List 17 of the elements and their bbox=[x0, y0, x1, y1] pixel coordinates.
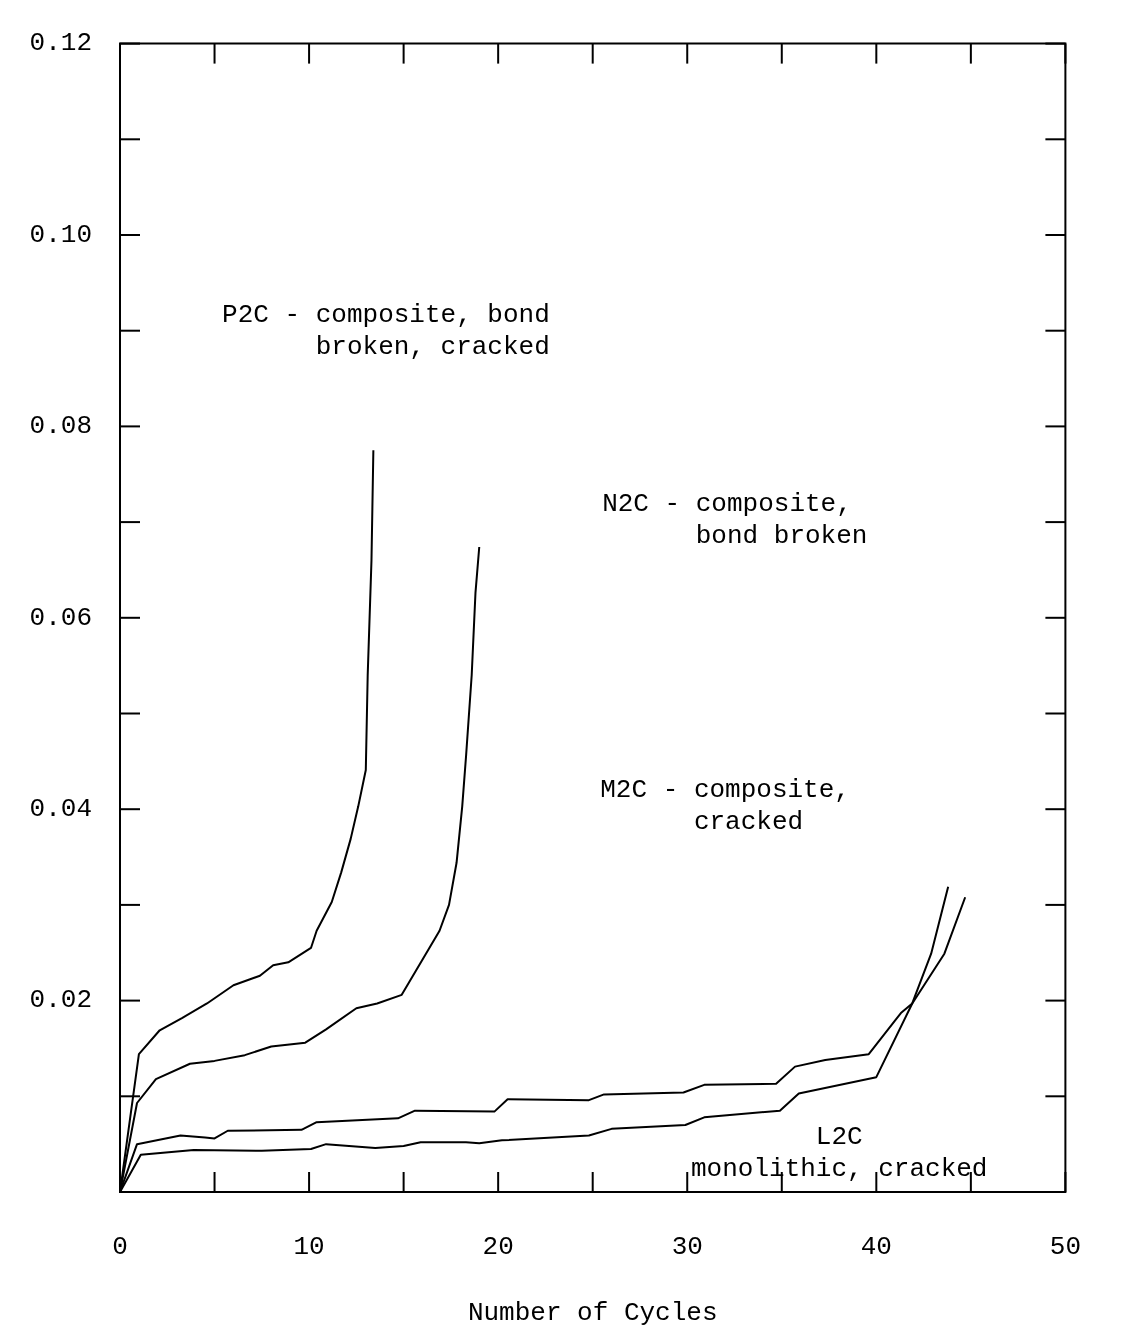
x-tick-label: 40 bbox=[860, 1232, 892, 1263]
annotation: L2C monolithic, cracked bbox=[691, 1121, 988, 1184]
x-axis-title: Number of Cycles bbox=[467, 1298, 718, 1329]
annotation: P2C - composite, bond broken, cracked bbox=[222, 300, 550, 363]
x-tick-label: 0 bbox=[112, 1232, 128, 1263]
y-tick-label: 0.04 bbox=[29, 794, 92, 825]
x-tick-label: 50 bbox=[1049, 1232, 1082, 1263]
annotation: N2C - composite, bond broken bbox=[602, 489, 868, 551]
annotation: M2C - composite, cracked bbox=[600, 774, 850, 837]
x-tick-label: 20 bbox=[482, 1232, 514, 1263]
y-tick-label: 0.08 bbox=[29, 411, 92, 442]
x-tick-label: 30 bbox=[671, 1232, 703, 1263]
x-tick-label: 10 bbox=[293, 1232, 325, 1263]
y-tick-label: 0.06 bbox=[29, 602, 92, 633]
y-tick-label: 0.10 bbox=[29, 219, 92, 250]
y-tick-label: 0.02 bbox=[29, 985, 92, 1016]
y-tick-label: 0.12 bbox=[29, 28, 92, 59]
